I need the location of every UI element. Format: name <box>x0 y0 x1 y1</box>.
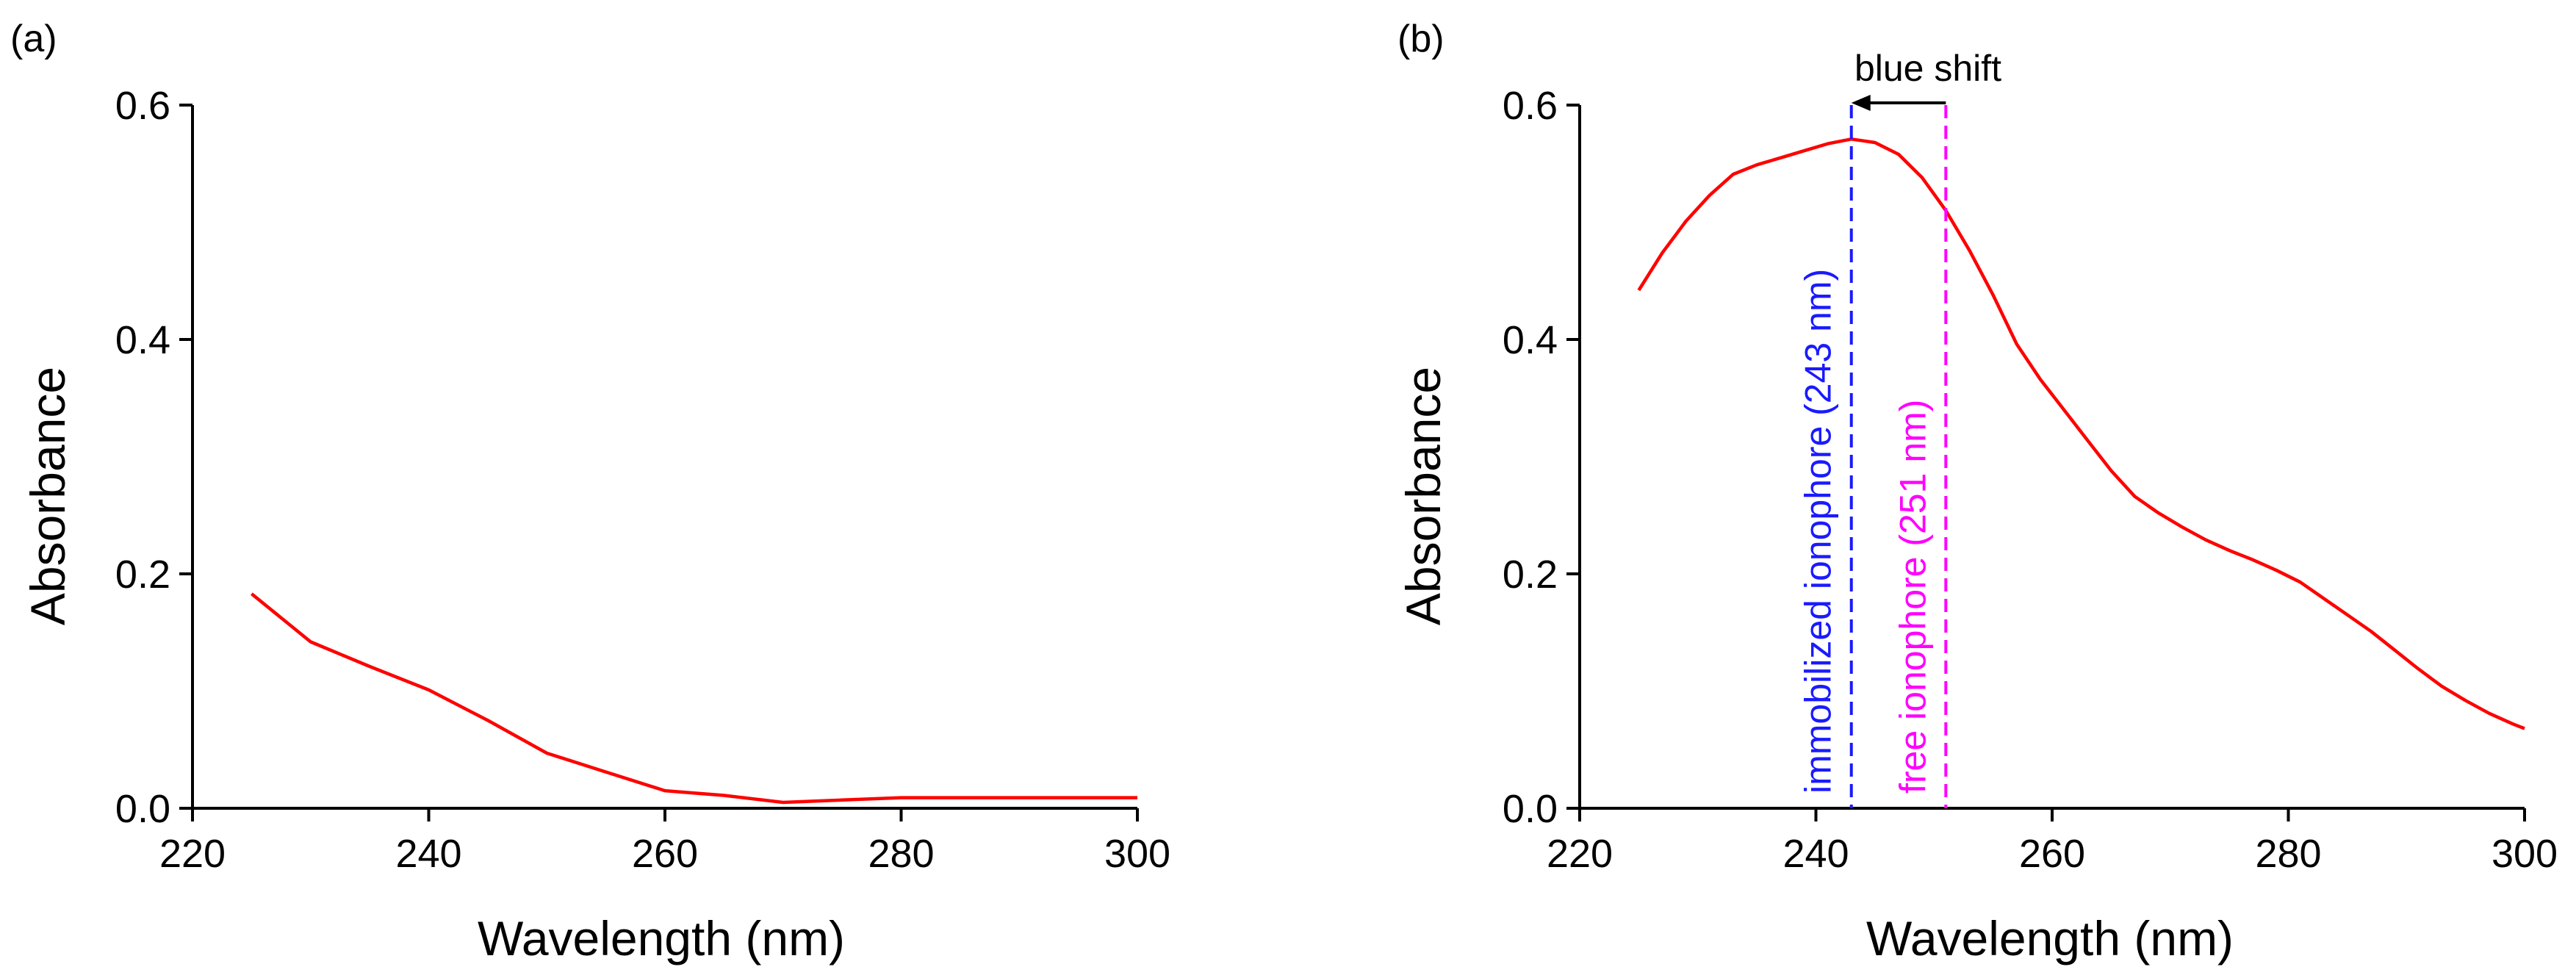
panel-a-x-axis-label: Wavelength (nm) <box>478 911 845 966</box>
panel-a-y-tick-label: 0.2 <box>115 553 170 597</box>
panel-b-annotations: immobilized ionophore (243 nm) free iono… <box>1798 48 2001 808</box>
panel-b-x-tick-label: 260 <box>2019 832 2085 876</box>
free-peak-label: free ionophore (251 nm) <box>1892 400 1933 794</box>
panel-b-y-tick-label: 0.4 <box>1503 318 1558 362</box>
panel-b-x-tick-label: 220 <box>1547 832 1613 876</box>
panel-b-x-tick-label: 300 <box>2492 832 2558 876</box>
panel-a-y-tick-label: 0.6 <box>115 84 170 128</box>
panel-a-x-tick-label: 220 <box>159 832 226 876</box>
panel-b-y-axis-label: Absorbance <box>1396 367 1450 625</box>
panel-b-y-tick-label: 0.6 <box>1503 84 1558 128</box>
panel-a: (a) 220 240 260 280 300 0.0 0.2 0.4 0.6 Waveleng… <box>10 18 1170 966</box>
panel-b: (b) 220 240 260 280 300 0.0 0.2 0.4 0.6 Waveleng… <box>1396 18 2558 966</box>
blue-shift-label: blue shift <box>1854 48 2001 89</box>
panel-b-x-axis-label: Wavelength (nm) <box>1866 911 2234 966</box>
immobilized-peak-label: immobilized ionophore (243 nm) <box>1798 269 1839 794</box>
panel-b-y-tick-label: 0.0 <box>1503 787 1558 831</box>
panel-b-x-tick-label: 240 <box>1782 832 1849 876</box>
panel-a-axes: 220 240 260 280 300 0.0 0.2 0.4 0.6 <box>115 84 1170 876</box>
panel-b-x-tick-label: 280 <box>2255 832 2321 876</box>
panel-a-label: (a) <box>10 18 57 60</box>
blue-shift-arrowhead <box>1851 95 1871 111</box>
panel-a-y-tick-label: 0.0 <box>115 787 170 831</box>
panel-b-absorbance-line <box>1637 137 2525 730</box>
panel-b-y-tick-label: 0.2 <box>1503 553 1558 597</box>
panel-a-x-tick-label: 300 <box>1104 832 1170 876</box>
panel-a-y-tick-label: 0.4 <box>115 318 170 362</box>
panel-a-absorbance-line <box>250 592 1137 805</box>
panel-a-x-tick-label: 280 <box>868 832 934 876</box>
panel-a-x-tick-label: 260 <box>632 832 698 876</box>
panel-b-label: (b) <box>1397 18 1444 60</box>
panel-a-y-axis-label: Absorbance <box>21 367 75 625</box>
panel-a-x-tick-label: 240 <box>395 832 461 876</box>
panel-b-axes: 220 240 260 280 300 0.0 0.2 0.4 0.6 <box>1503 84 2558 876</box>
